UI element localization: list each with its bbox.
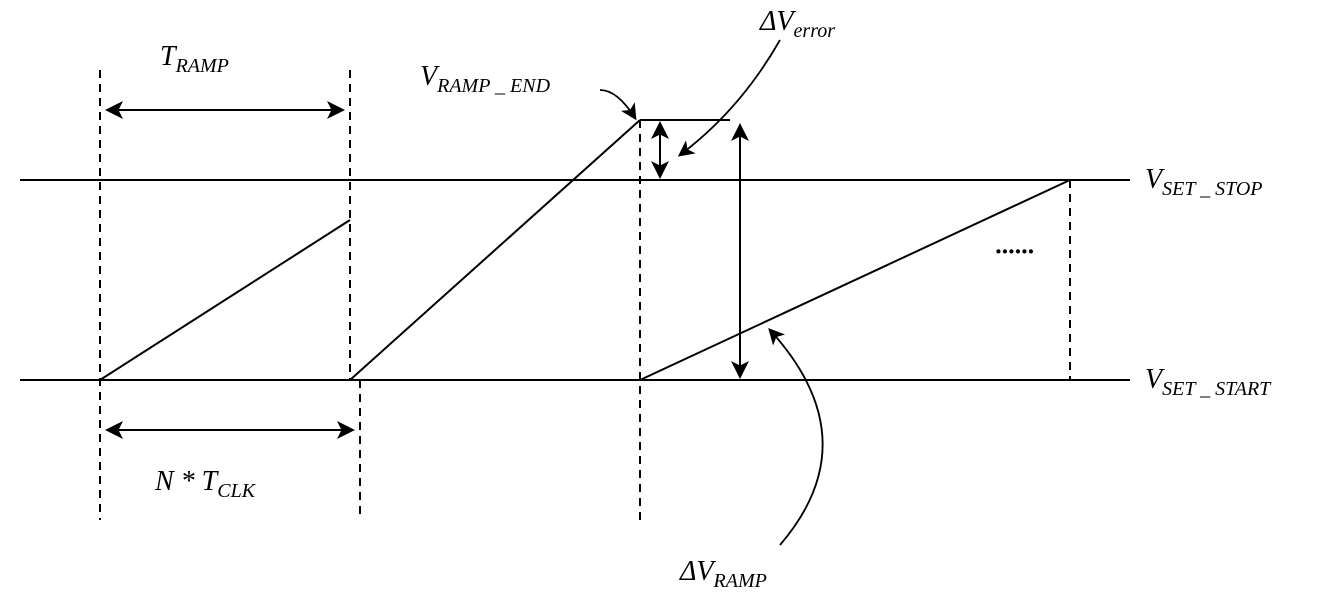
ramp-3 <box>640 180 1070 380</box>
label-t-ramp: TRAMP <box>160 41 229 77</box>
leader-v-ramp-end <box>600 90 635 118</box>
ramp-2 <box>350 120 640 380</box>
ramp-1 <box>100 220 350 380</box>
label-v-set-stop: VSET _ STOP <box>1145 164 1263 200</box>
label-n-tclk: N * TCLK <box>154 466 257 502</box>
leader-dv-ramp <box>770 330 823 545</box>
label-v-set-start: VSET _ START <box>1145 364 1272 400</box>
leader-dv-error <box>680 40 780 155</box>
label-dv-ramp: ΔVRAMP <box>679 556 767 592</box>
label-v-ramp-end: VRAMP _ END <box>420 61 551 97</box>
label-dv-error: ΔVerror <box>759 6 835 42</box>
continuation-dots: ······ <box>995 237 1034 266</box>
